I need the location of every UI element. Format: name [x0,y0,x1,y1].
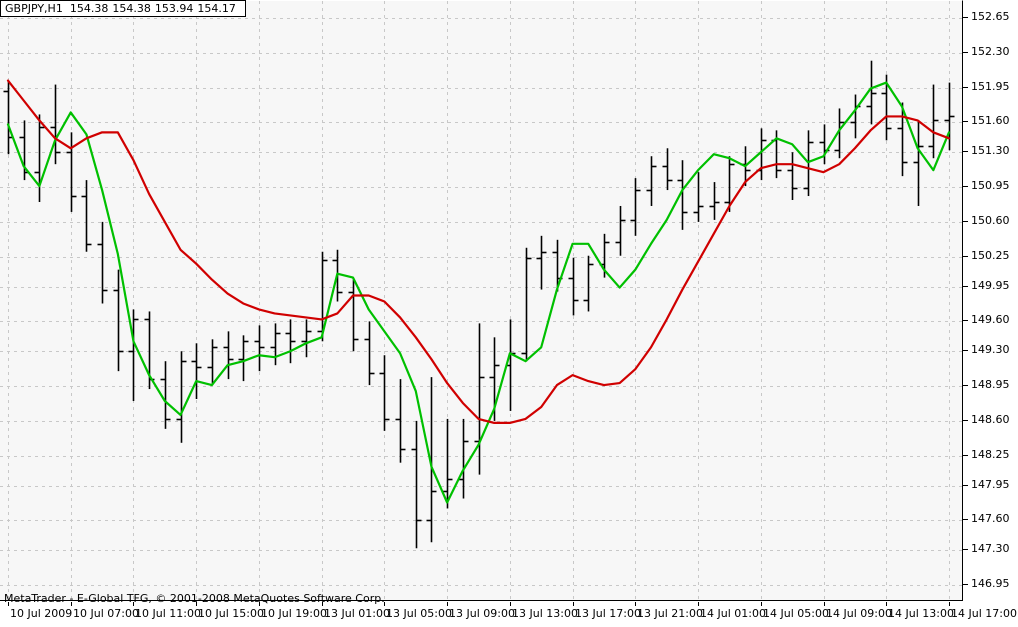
price-axis-label: 147.30 [971,542,1010,556]
price-axis-label: 151.60 [971,114,1010,128]
time-axis-tickmark [886,602,887,606]
time-axis-tickmark [133,602,134,606]
time-axis-label: 13 Jul 09:00 [449,607,515,620]
price-axis-label: 151.95 [971,79,1010,93]
time-axis-tickmark [949,602,950,606]
time-axis-label: 14 Jul 09:00 [826,607,892,620]
price-axis-tickmark [963,419,968,421]
price-axis-label: 150.95 [971,179,1010,193]
price-axis-tickmark [963,454,968,456]
time-axis-label: 14 Jul 05:00 [763,607,829,620]
price-axis-tickmark [963,484,968,486]
price-axis-tickmark [963,385,968,387]
time-axis-label: 13 Jul 01:00 [324,607,390,620]
price-axis-tickmark [963,255,968,257]
chart-plot-area[interactable] [0,0,963,601]
time-axis-tickmark [196,602,197,606]
ohlc-open-value: 154.38 [69,2,109,15]
price-axis-tickmark [963,320,968,322]
time-axis[interactable]: 10 Jul 2009 10 Jul 07:00 10 Jul 11:00 10 Ju… [0,602,1018,627]
time-axis-tickmark [259,602,260,606]
time-axis-tickmark [8,602,9,606]
time-axis-tickmark [824,602,825,606]
time-axis-label: 13 Jul 05:00 [386,607,452,620]
price-axis-label: 148.25 [971,447,1010,461]
time-axis-label: 13 Jul 21:00 [637,607,703,620]
price-axis-tickmark [963,151,968,153]
time-axis-label: 14 Jul 01:00 [700,607,766,620]
time-axis-tickmark [71,602,72,606]
ohlc-low-value: 153.94 [154,2,194,15]
price-axis-label: 152.65 [971,9,1010,23]
price-axis-label: 150.25 [971,248,1010,262]
price-axis-tickmark [963,549,968,551]
price-axis-tickmark [963,186,968,188]
time-axis-label: 10 Jul 15:00 [198,607,264,620]
symbol-timeframe-label: GBPJPY,H1 [5,2,63,15]
time-axis-label: 14 Jul 17:00 [951,607,1017,620]
time-axis-tickmark [322,602,323,606]
price-axis-label: 148.95 [971,378,1010,392]
price-axis-tickmark [963,51,968,53]
chart-symbol-header: GBPJPY,H1 154.38 154.38 153.94 154.17 [0,0,246,17]
price-axis-label: 148.60 [971,412,1010,426]
time-axis-tickmark [384,602,385,606]
time-axis-tickmark [635,602,636,606]
time-axis-tickmark [761,602,762,606]
price-axis-label: 151.30 [971,144,1010,158]
ohlc-high-value: 154.38 [112,2,151,15]
price-axis[interactable]: 152.65 152.30 151.95 151.60 151.30 150.95 150.… [963,0,1018,602]
time-axis-tickmark [447,602,448,606]
price-axis-tickmark [963,584,968,586]
ohlc-close-value: 154.17 [197,2,236,15]
price-axis-tickmark [963,350,968,352]
chart-series-layer [3,60,955,549]
price-axis-tickmark [963,121,968,123]
price-axis-label: 147.95 [971,477,1010,491]
time-axis-tickmark [573,602,574,606]
time-axis-tickmark [698,602,699,606]
price-axis-label: 150.60 [971,213,1010,227]
price-axis-tickmark [963,86,968,88]
time-axis-tickmark [510,602,511,606]
copyright-notice: MetaTrader - E-Global TFG, © 2001-2008 M… [4,592,385,605]
time-axis-label: 10 Jul 07:00 [73,607,139,620]
price-axis-tickmark [963,285,968,287]
time-axis-label: 13 Jul 13:00 [512,607,578,620]
price-axis-label: 146.95 [971,577,1010,591]
price-axis-tickmark [963,519,968,521]
time-axis-label: 14 Jul 13:00 [888,607,954,620]
time-axis-label: 10 Jul 19:00 [261,607,327,620]
time-axis-label: 10 Jul 11:00 [135,607,201,620]
price-axis-label: 149.95 [971,278,1010,292]
time-axis-label: 13 Jul 17:00 [575,607,641,620]
price-axis-label: 147.60 [971,512,1010,526]
price-axis-label: 152.30 [971,44,1010,58]
price-axis-label: 149.30 [971,343,1010,357]
price-axis-tickmark [963,16,968,18]
time-axis-label: 10 Jul 2009 [10,607,73,620]
price-axis-label: 149.60 [971,313,1010,327]
price-axis-tickmark [963,220,968,222]
